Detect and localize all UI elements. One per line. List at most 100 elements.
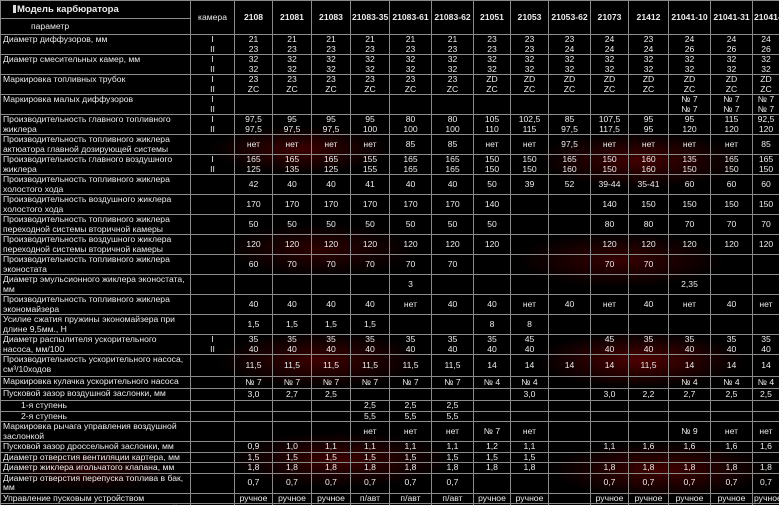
value-cell: 35 40 xyxy=(473,334,511,355)
value-cell: 0,7 xyxy=(311,472,351,494)
value-cell: 80 xyxy=(628,214,669,235)
parameter-label: Диаметр смесительных камер, мм xyxy=(0,54,191,75)
value-cell: 32 32 xyxy=(752,54,779,75)
value-cell: нет xyxy=(590,294,629,315)
value-cell: 97,5 xyxy=(548,134,591,155)
table-row: Производительность топливного жиклера хо… xyxy=(0,174,779,195)
camera-cell: I II xyxy=(190,114,235,135)
value-cell xyxy=(752,451,779,463)
value-cell: 2,2 xyxy=(628,388,669,401)
value-cell xyxy=(548,388,591,401)
value-cell: нет xyxy=(431,421,474,442)
value-cell: № 7 xyxy=(389,376,432,389)
value-cell: 3,0 xyxy=(590,388,629,401)
model-header: 21051 xyxy=(473,0,511,35)
value-cell: 170 xyxy=(350,194,390,215)
model-header: 21073 xyxy=(590,0,629,35)
value-cell: 85 97,5 xyxy=(548,114,591,135)
value-cell: 14 xyxy=(548,354,591,377)
value-cell: 32 32 xyxy=(590,54,629,75)
value-cell xyxy=(628,94,669,115)
value-cell: ZD ZC xyxy=(590,74,629,95)
value-cell: 85 xyxy=(752,134,779,155)
value-cell xyxy=(590,421,629,442)
table-row: Пусковой зазор воздушной заслонки, мм 3,0… xyxy=(0,388,779,401)
value-cell xyxy=(590,376,629,389)
value-cell: 52 xyxy=(548,174,591,195)
value-cell xyxy=(510,94,549,115)
value-cell: 11,5 xyxy=(234,354,273,377)
value-cell: 35 40 xyxy=(710,334,753,355)
value-cell: нет xyxy=(234,134,273,155)
value-cell xyxy=(548,314,591,335)
value-cell: 1,1 xyxy=(431,441,474,453)
value-cell: 23 ZC xyxy=(311,74,351,95)
camera-cell xyxy=(190,254,235,275)
value-cell xyxy=(272,410,312,422)
value-cell xyxy=(548,492,591,504)
value-cell: 23 ZC xyxy=(431,74,474,95)
value-cell: 40 xyxy=(710,294,753,315)
value-cell xyxy=(668,400,711,412)
value-cell: 35 40 xyxy=(389,334,432,355)
value-cell: 102,5 115 xyxy=(510,114,549,135)
value-cell: 23 ZC xyxy=(272,74,312,95)
value-cell xyxy=(628,314,669,335)
value-cell: 120 xyxy=(628,234,669,255)
value-cell xyxy=(311,94,351,115)
value-cell: нет xyxy=(510,421,549,442)
value-cell: 120 xyxy=(234,234,273,255)
value-cell: 1,8 xyxy=(510,462,549,474)
value-cell: 1,5 xyxy=(510,451,549,463)
value-cell: № 7 xyxy=(431,376,474,389)
value-cell: ZD ZC xyxy=(752,74,779,95)
value-cell: 14 xyxy=(710,354,753,377)
value-cell xyxy=(590,410,629,422)
value-cell: ZD ZC xyxy=(510,74,549,95)
table-row: Производительность топливного жиклера эк… xyxy=(0,294,779,315)
value-cell: 39 xyxy=(510,174,549,195)
value-cell: № 7 xyxy=(272,376,312,389)
camera-cell xyxy=(190,354,235,377)
value-cell: 2,5 xyxy=(431,400,474,412)
value-cell: 60 xyxy=(710,174,753,195)
value-cell: ручное xyxy=(510,492,549,504)
value-cell xyxy=(272,400,312,412)
model-header: 21083-35 xyxy=(350,0,390,35)
value-cell xyxy=(473,400,511,412)
value-cell: 135 150 xyxy=(668,154,711,175)
value-cell xyxy=(548,421,591,442)
parameter-label: Производительность главного воздушного ж… xyxy=(0,154,191,175)
value-cell: 95 97,5 xyxy=(272,114,312,135)
value-cell xyxy=(548,194,591,215)
value-cell: 40 xyxy=(431,294,474,315)
value-cell: 1,5 xyxy=(473,451,511,463)
camera-cell xyxy=(190,274,235,295)
model-header: 21081 xyxy=(272,0,312,35)
table-body: Диаметр диффузоров, мм I II 21 23 21 23 21 2… xyxy=(0,34,779,505)
value-cell: 11,5 xyxy=(389,354,432,377)
value-cell: 115 120 xyxy=(710,114,753,135)
value-cell: 165 135 xyxy=(272,154,312,175)
value-cell: 32 32 xyxy=(389,54,432,75)
value-cell xyxy=(752,274,779,295)
value-cell xyxy=(350,94,390,115)
table-row: Пусковой зазор дроссельной заслонки, мм 0… xyxy=(0,441,779,453)
value-cell: 40 xyxy=(272,294,312,315)
camera-cell: I II xyxy=(190,34,235,55)
value-cell: 165 160 xyxy=(548,154,591,175)
value-cell: 1,1 xyxy=(311,441,351,453)
value-cell: 120 xyxy=(431,234,474,255)
value-cell: 0,9 xyxy=(234,441,273,453)
value-cell: 1,8 xyxy=(389,462,432,474)
value-cell xyxy=(668,254,711,275)
value-cell: ZD ZC xyxy=(628,74,669,95)
value-cell: 1,0 xyxy=(272,441,312,453)
value-cell: 95 95 xyxy=(628,114,669,135)
value-cell xyxy=(234,274,273,295)
camera-cell xyxy=(190,376,235,389)
value-cell: 40 xyxy=(548,294,591,315)
table-row: Диаметр жиклера игольчатого клапана, мм 1… xyxy=(0,462,779,474)
model-header: 21041-31 xyxy=(710,0,753,35)
value-cell: п/авт xyxy=(431,492,474,504)
